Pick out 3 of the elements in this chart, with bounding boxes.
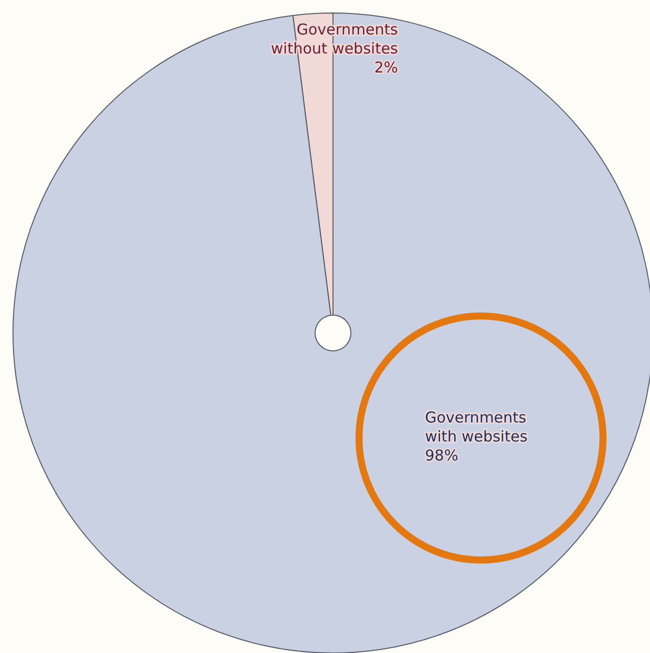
data-label: 2% [374, 58, 398, 76]
data-label: 98% [425, 446, 458, 464]
slice-label: Governments with websites [425, 408, 528, 446]
